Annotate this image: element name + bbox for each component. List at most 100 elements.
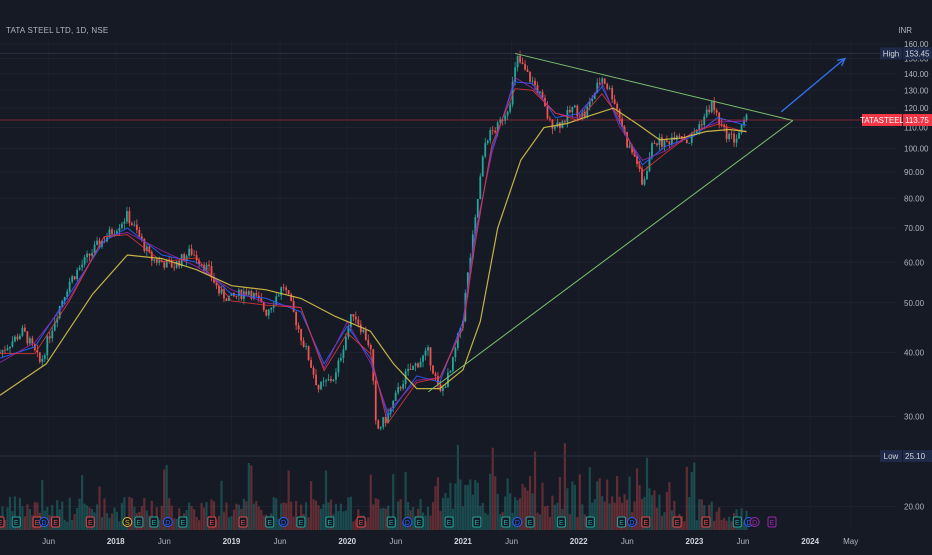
volume-bar bbox=[439, 511, 442, 530]
candle-body bbox=[71, 276, 74, 282]
candle-body bbox=[325, 380, 327, 382]
volume-bar bbox=[402, 521, 405, 530]
candle-body bbox=[344, 336, 347, 350]
candle-body bbox=[539, 91, 541, 93]
earnings-marker bbox=[525, 516, 535, 528]
volume-bar bbox=[197, 520, 201, 530]
y-tick-label: 110.00 bbox=[904, 123, 928, 132]
candle-body bbox=[670, 137, 673, 145]
event-marker-letter: E bbox=[644, 520, 649, 527]
candle-body bbox=[576, 105, 579, 117]
volume-bar bbox=[312, 499, 315, 530]
event-marker-letter: E bbox=[770, 520, 775, 527]
candle-body bbox=[554, 126, 556, 129]
volume-bar bbox=[382, 507, 385, 530]
earnings-marker bbox=[501, 516, 511, 528]
volume-bar bbox=[635, 468, 639, 530]
volume-bar bbox=[583, 514, 586, 530]
volume-bar bbox=[275, 498, 278, 530]
candle-body bbox=[68, 281, 71, 292]
volume-bar bbox=[227, 517, 231, 530]
candle-body bbox=[628, 145, 631, 148]
candle-body bbox=[337, 360, 340, 373]
volume-bar bbox=[160, 505, 163, 530]
volume-bar bbox=[95, 504, 99, 530]
candle-body bbox=[330, 379, 332, 381]
candle-body bbox=[153, 259, 156, 261]
candle-body bbox=[583, 111, 586, 118]
volume-bar bbox=[496, 493, 499, 530]
event-marker-letter: E bbox=[241, 520, 246, 527]
volume-bar bbox=[68, 497, 71, 530]
candle-body bbox=[225, 298, 228, 302]
y-tick-label: 130.00 bbox=[904, 86, 929, 95]
volume-bar bbox=[145, 510, 148, 530]
candle-body bbox=[733, 133, 735, 143]
volume-bar bbox=[56, 500, 59, 530]
volume-bar bbox=[63, 519, 66, 530]
triangle-upper-trendline bbox=[514, 52, 793, 121]
volume-bar bbox=[31, 515, 34, 530]
volume-bar bbox=[115, 511, 119, 530]
volume-bar bbox=[633, 501, 636, 530]
volume-bar bbox=[329, 499, 333, 530]
candle-body bbox=[394, 392, 397, 401]
candle-body bbox=[245, 291, 248, 295]
volume-bar bbox=[118, 521, 121, 530]
volume-bar bbox=[419, 498, 422, 530]
volume-bar bbox=[105, 513, 109, 530]
dividend-marker bbox=[512, 517, 523, 527]
candle-body bbox=[496, 122, 499, 133]
candle-body bbox=[688, 142, 691, 144]
candle-body bbox=[643, 179, 646, 185]
volume-bar bbox=[354, 519, 357, 530]
candle-body bbox=[203, 264, 205, 271]
volume-bar bbox=[655, 507, 659, 530]
volume-bar bbox=[568, 514, 571, 530]
volume-bar bbox=[446, 497, 450, 530]
candle-body bbox=[693, 132, 696, 134]
volume-bar bbox=[713, 520, 716, 530]
low-tag: Low 25.10 bbox=[880, 450, 932, 463]
candle-body bbox=[198, 260, 200, 265]
volume-bar bbox=[78, 498, 81, 530]
dividend-marker bbox=[162, 517, 173, 527]
volume-bar bbox=[222, 511, 226, 530]
volume-bar bbox=[377, 499, 380, 530]
candle-body bbox=[608, 87, 611, 89]
volume-bar bbox=[143, 498, 146, 530]
low-tag-value: 25.10 bbox=[905, 452, 926, 461]
volume-bar bbox=[618, 496, 621, 530]
candle-body bbox=[710, 101, 713, 113]
volume-bar bbox=[611, 496, 614, 530]
volume-bar bbox=[481, 503, 484, 530]
candle-body bbox=[235, 295, 238, 297]
candle-body bbox=[407, 368, 410, 372]
volume-bar bbox=[486, 514, 489, 530]
candle-body bbox=[479, 176, 482, 200]
volume-bar bbox=[658, 494, 661, 530]
candle-body bbox=[290, 294, 293, 302]
candle-body bbox=[310, 360, 312, 368]
volume-bar bbox=[352, 521, 355, 530]
volume-bar bbox=[489, 473, 492, 530]
candle-body bbox=[651, 143, 653, 158]
dividend-marker bbox=[402, 517, 413, 527]
candle-body bbox=[516, 55, 519, 68]
candle-body bbox=[491, 130, 494, 131]
earnings-marker bbox=[732, 516, 742, 528]
earnings-marker bbox=[617, 516, 627, 528]
volume-bar bbox=[190, 506, 193, 530]
candle-body bbox=[138, 230, 141, 237]
volume-bar bbox=[601, 496, 604, 530]
event-marker-letter: E bbox=[447, 520, 452, 527]
volume-bar bbox=[242, 498, 245, 530]
volume-bar bbox=[123, 497, 126, 530]
volume-bar bbox=[292, 516, 295, 530]
event-marker-letter: E bbox=[152, 520, 157, 527]
volume-bar bbox=[598, 478, 601, 530]
volume-bar bbox=[700, 499, 703, 530]
volume-bar bbox=[685, 466, 688, 530]
